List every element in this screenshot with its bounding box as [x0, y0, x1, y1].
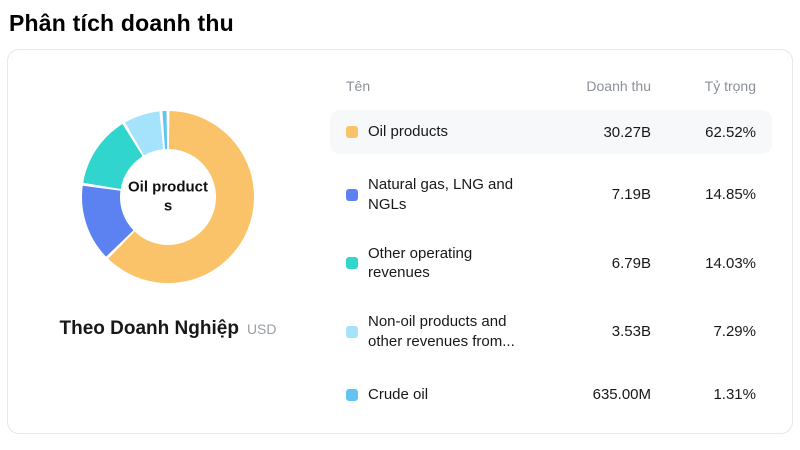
- table-row[interactable]: Crude oil 635.00M 1.31%: [330, 373, 772, 417]
- series-name-cell: Oil products: [346, 122, 546, 142]
- series-name-cell: Non-oil products and other revenues from…: [346, 312, 546, 352]
- donut-segment[interactable]: [125, 111, 164, 156]
- table-row[interactable]: Non-oil products and other revenues from…: [330, 304, 772, 360]
- donut-segment[interactable]: [108, 111, 254, 283]
- table-row[interactable]: Oil products 30.27B 62.52%: [330, 110, 772, 154]
- series-name: Natural gas, LNG and NGLs: [368, 176, 514, 213]
- series-rows: Oil products 30.27B 62.52% Natural gas, …: [330, 110, 772, 417]
- donut-pane: Oil products Theo Doanh Nghiệp USD: [8, 50, 328, 433]
- series-name: Crude oil: [368, 385, 429, 403]
- breakdown-table: Tên Doanh thu Tỷ trọng Oil products 30.2…: [328, 50, 792, 433]
- series-weight: 62.52%: [705, 123, 756, 141]
- series-revenue: 30.27B: [603, 123, 651, 141]
- chart-caption: Theo Doanh Nghiệp USD: [60, 318, 277, 340]
- caption-breakdown-mode: Theo Doanh Nghiệp: [59, 318, 239, 339]
- series-name: Other operating revenues: [368, 244, 473, 282]
- donut-segment[interactable]: [83, 124, 144, 190]
- series-name-cell: Natural gas, LNG and NGLs: [346, 175, 546, 215]
- series-name: Oil products: [368, 123, 449, 141]
- donut-segment[interactable]: [82, 185, 135, 257]
- series-weight: 14.85%: [705, 186, 756, 204]
- table-row[interactable]: Other operating revenues 6.79B 14.03%: [330, 236, 772, 292]
- table-header-row: Tên Doanh thu Tỷ trọng: [330, 78, 772, 94]
- header-weight: Tỷ trọng: [704, 78, 756, 94]
- series-color-swatch: [346, 388, 358, 401]
- series-weight: 7.29%: [713, 323, 756, 341]
- series-color-swatch: [346, 257, 358, 270]
- series-revenue: 635.00M: [592, 386, 651, 404]
- donut-chart: Oil products: [79, 108, 257, 286]
- series-name-cell: Crude oil: [346, 385, 546, 405]
- series-color-swatch: [346, 188, 358, 201]
- donut-chart-svg: [82, 111, 254, 283]
- series-weight: 14.03%: [705, 254, 756, 272]
- table-row[interactable]: Natural gas, LNG and NGLs 7.19B 14.85%: [330, 167, 772, 223]
- donut-center-label: Oil products: [128, 178, 208, 214]
- header-name: Tên: [346, 78, 371, 94]
- series-color-swatch: [346, 125, 358, 138]
- series-weight: 1.31%: [713, 386, 756, 404]
- header-revenue: Doanh thu: [586, 78, 651, 94]
- series-revenue: 7.19B: [611, 186, 651, 204]
- revenue-analysis-page: Phân tích doanh thu Oil products Theo Do…: [7, 10, 793, 434]
- series-name: Non-oil products and other revenues from…: [368, 313, 515, 350]
- revenue-breakdown-card: Oil products Theo Doanh Nghiệp USD Tên D…: [7, 49, 793, 434]
- series-revenue: 3.53B: [611, 323, 651, 341]
- series-revenue: 6.79B: [611, 254, 651, 272]
- series-color-swatch: [346, 325, 358, 338]
- series-name-cell: Other operating revenues: [346, 244, 546, 284]
- page-title: Phân tích doanh thu: [9, 10, 234, 36]
- caption-currency: USD: [246, 321, 277, 337]
